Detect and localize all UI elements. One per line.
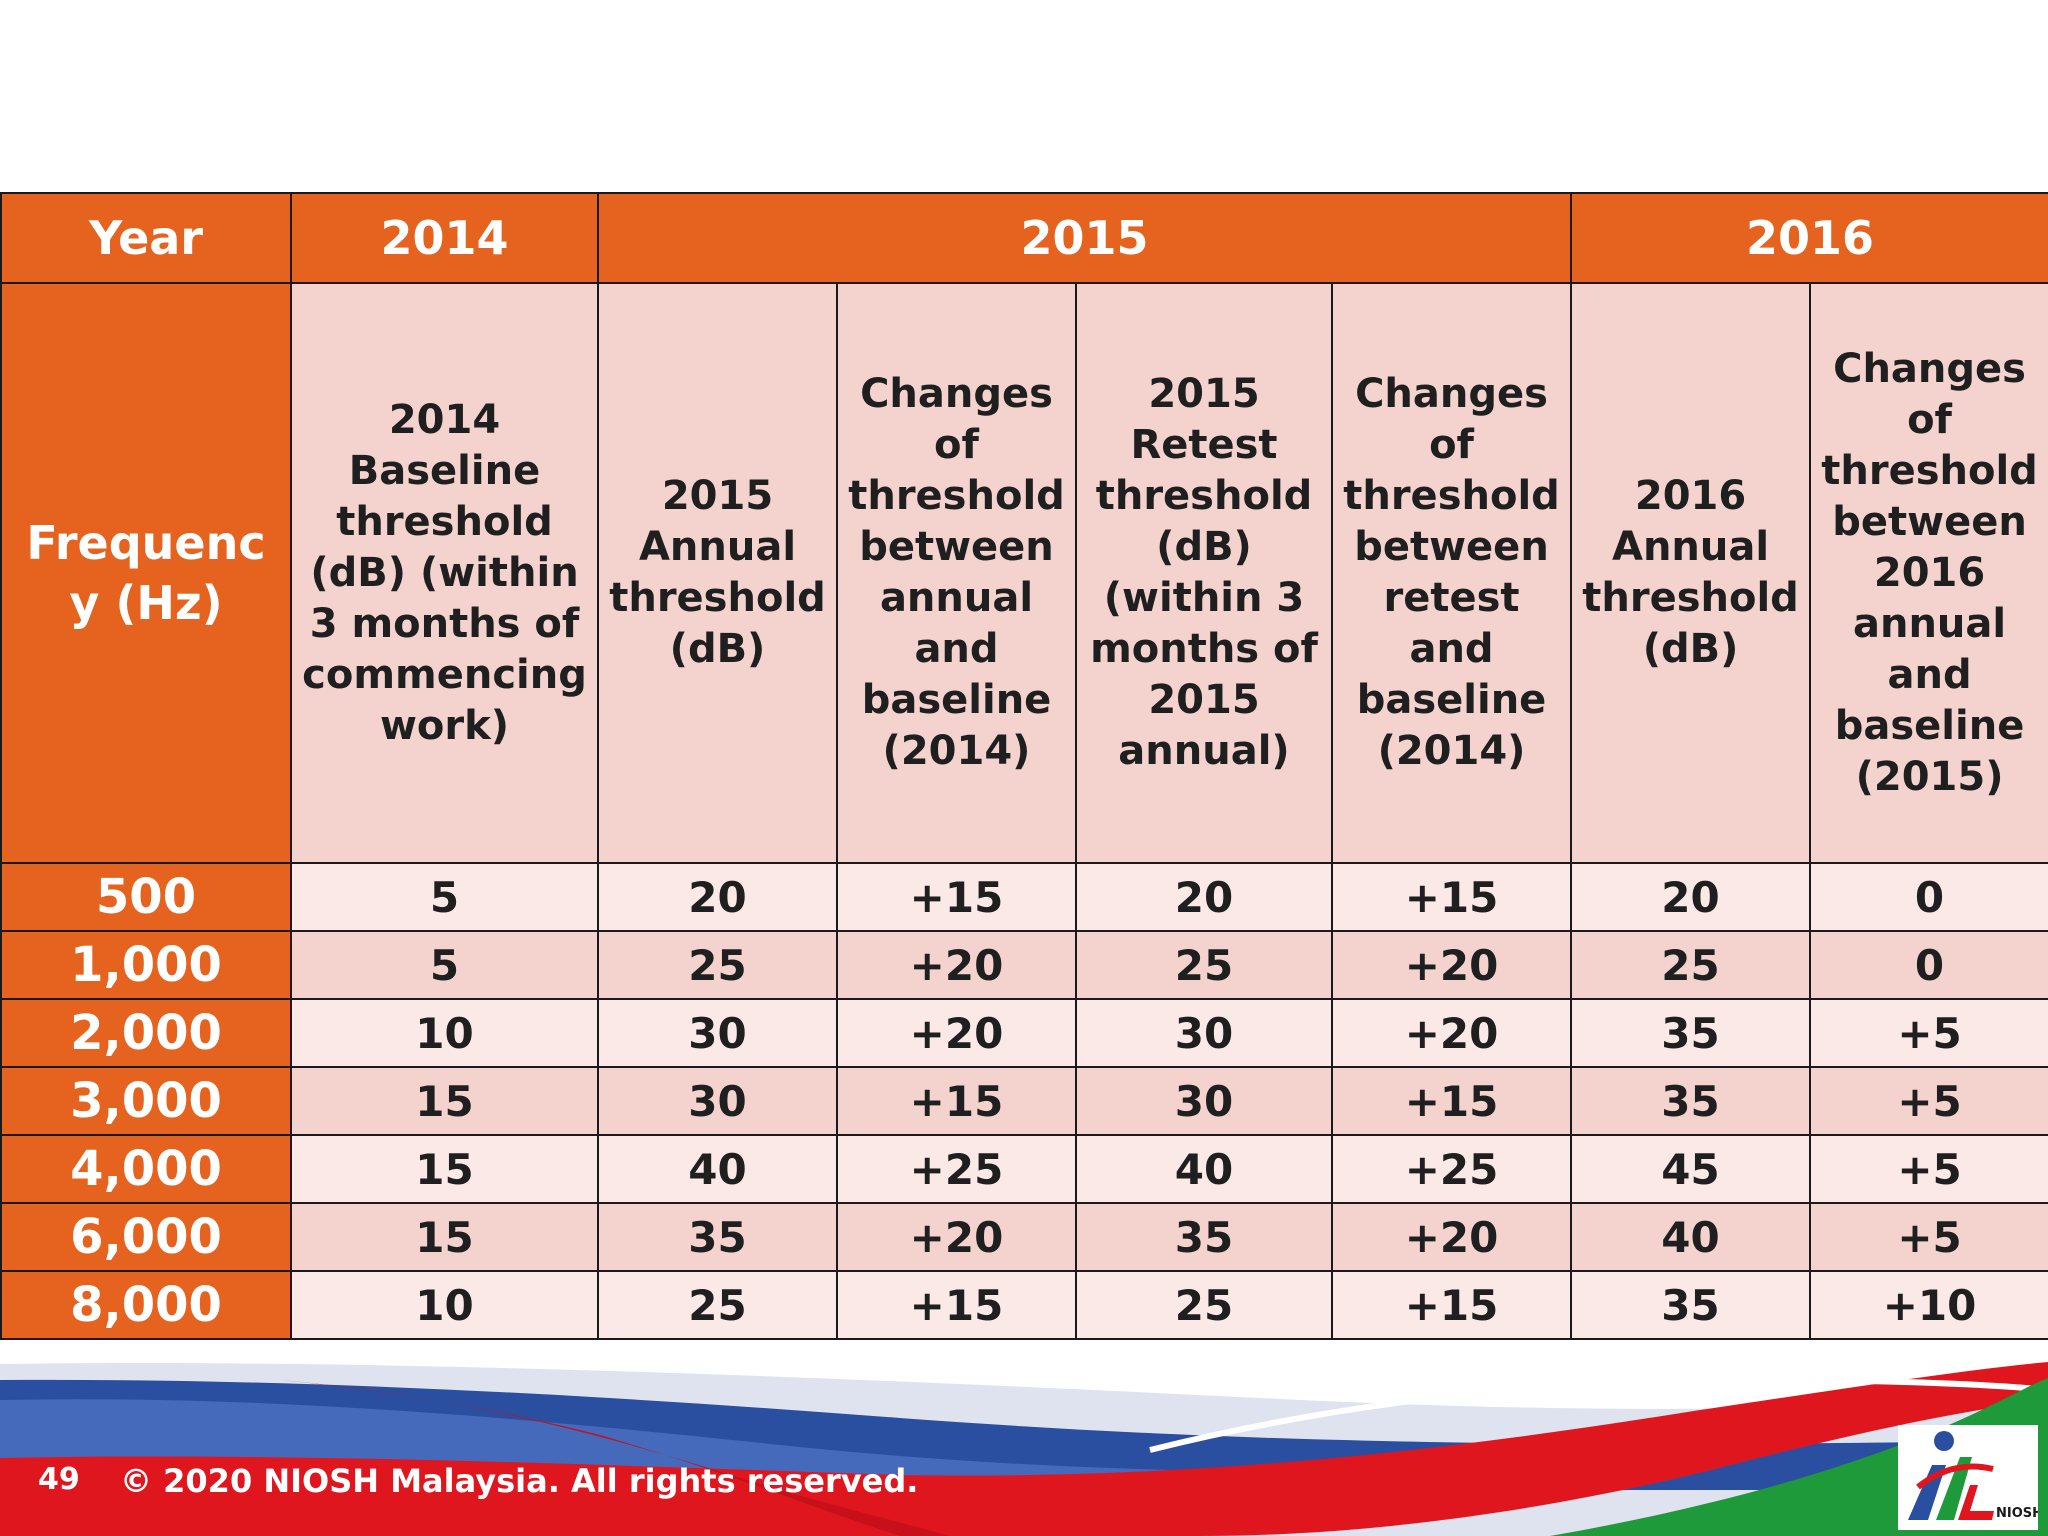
value-cell: 10 <box>290 998 599 1068</box>
value-cell: 15 <box>290 1134 599 1204</box>
value-cell: +15 <box>1330 862 1573 932</box>
value-cell: 35 <box>597 1202 838 1272</box>
value-cell: +5 <box>1809 1134 2048 1204</box>
table-row: 500 5 20 +15 20 +15 20 0 <box>0 862 2048 932</box>
value-cell: 5 <box>290 862 599 932</box>
col-header-baseline-2014: 2014 Baseline threshold (dB) (within 3 m… <box>290 282 599 864</box>
col-header-change-2016-baseline: Changes of threshold between 2016 annual… <box>1809 282 2048 864</box>
frequency-cell: 2,000 <box>0 998 292 1068</box>
value-cell: +10 <box>1809 1270 2048 1340</box>
copyright-notice: © 2020 NIOSH Malaysia. All rights reserv… <box>120 1462 919 1500</box>
value-cell: 45 <box>1570 1134 1812 1204</box>
footer-swoosh-graphic <box>0 1362 2048 1536</box>
value-cell: 30 <box>597 1066 838 1136</box>
table-row: 4,000 15 40 +25 40 +25 45 +5 <box>0 1134 2048 1204</box>
value-cell: 0 <box>1809 930 2048 1000</box>
value-cell: 15 <box>290 1066 599 1136</box>
value-cell: 40 <box>1075 1134 1333 1204</box>
audiometry-table: Year 2014 2015 2016 Frequency (Hz) 2014 … <box>0 192 2048 1340</box>
frequency-cell: 500 <box>0 862 292 932</box>
year-2016-header: 2016 <box>1570 192 2048 284</box>
table-row: 8,000 10 25 +15 25 +15 35 +10 <box>0 1270 2048 1340</box>
frequency-cell: 3,000 <box>0 1066 292 1136</box>
value-cell: +20 <box>1330 1202 1573 1272</box>
value-cell: +25 <box>1330 1134 1573 1204</box>
table-row: 2,000 10 30 +20 30 +20 35 +5 <box>0 998 2048 1068</box>
value-cell: 35 <box>1570 1270 1812 1340</box>
value-cell: +20 <box>836 1202 1077 1272</box>
value-cell: 20 <box>597 862 838 932</box>
col-header-retest-2015: 2015 Retest threshold (dB) (within 3 mon… <box>1075 282 1333 864</box>
value-cell: +5 <box>1809 998 2048 1068</box>
value-cell: +5 <box>1809 1066 2048 1136</box>
column-header-row: Frequency (Hz) 2014 Baseline threshold (… <box>0 282 2048 864</box>
frequency-cell: 1,000 <box>0 930 292 1000</box>
value-cell: 25 <box>1075 930 1333 1000</box>
table-row: 6,000 15 35 +20 35 +20 40 +5 <box>0 1202 2048 1272</box>
frequency-header: Frequency (Hz) <box>0 282 292 864</box>
col-header-annual-2016: 2016 Annual threshold (dB) <box>1570 282 1812 864</box>
value-cell: 40 <box>1570 1202 1812 1272</box>
value-cell: 35 <box>1570 1066 1812 1136</box>
value-cell: +20 <box>836 930 1077 1000</box>
value-cell: +15 <box>836 1270 1077 1340</box>
value-cell: 5 <box>290 930 599 1000</box>
value-cell: +20 <box>836 998 1077 1068</box>
value-cell: +15 <box>836 1066 1077 1136</box>
frequency-cell: 6,000 <box>0 1202 292 1272</box>
value-cell: 10 <box>290 1270 599 1340</box>
value-cell: +15 <box>1330 1066 1573 1136</box>
year-2015-header: 2015 <box>596 192 1573 284</box>
value-cell: 30 <box>597 998 838 1068</box>
table-row: 3,000 15 30 +15 30 +15 35 +5 <box>0 1066 2048 1136</box>
value-cell: 25 <box>597 1270 838 1340</box>
value-cell: +20 <box>1330 998 1573 1068</box>
value-cell: 30 <box>1075 998 1333 1068</box>
value-cell: 25 <box>597 930 838 1000</box>
niosh-logo: NIOSH <box>1898 1425 2038 1530</box>
value-cell: +5 <box>1809 1202 2048 1272</box>
value-cell: 35 <box>1075 1202 1333 1272</box>
table-row: 1,000 5 25 +20 25 +20 25 0 <box>0 930 2048 1000</box>
value-cell: 20 <box>1570 862 1812 932</box>
value-cell: 25 <box>1075 1270 1333 1340</box>
value-cell: +25 <box>836 1134 1077 1204</box>
frequency-cell: 8,000 <box>0 1270 292 1340</box>
svg-text:NIOSH: NIOSH <box>1996 1506 2038 1521</box>
table-body: 500 5 20 +15 20 +15 20 0 1,000 5 25 +20 25 +20 25 0 2,00… <box>0 862 2048 1340</box>
value-cell: +20 <box>1330 930 1573 1000</box>
value-cell: 15 <box>290 1202 599 1272</box>
value-cell: 35 <box>1570 998 1812 1068</box>
year-2014-header: 2014 <box>290 192 599 284</box>
frequency-cell: 4,000 <box>0 1134 292 1204</box>
col-header-annual-2015: 2015 Annual threshold (dB) <box>597 282 838 864</box>
value-cell: +15 <box>836 862 1077 932</box>
value-cell: 20 <box>1075 862 1333 932</box>
value-cell: 25 <box>1570 930 1812 1000</box>
col-header-change-retest-baseline: Changes of threshold between retest and … <box>1330 282 1573 864</box>
value-cell: 0 <box>1809 862 2048 932</box>
col-header-change-annual-baseline: Changes of threshold between annual and … <box>836 282 1077 864</box>
page-number: 49 <box>38 1462 80 1497</box>
value-cell: +15 <box>1330 1270 1573 1340</box>
year-header-row: Year 2014 2015 2016 <box>0 192 2048 284</box>
year-header-label: Year <box>0 192 292 284</box>
value-cell: 30 <box>1075 1066 1333 1136</box>
value-cell: 40 <box>597 1134 838 1204</box>
